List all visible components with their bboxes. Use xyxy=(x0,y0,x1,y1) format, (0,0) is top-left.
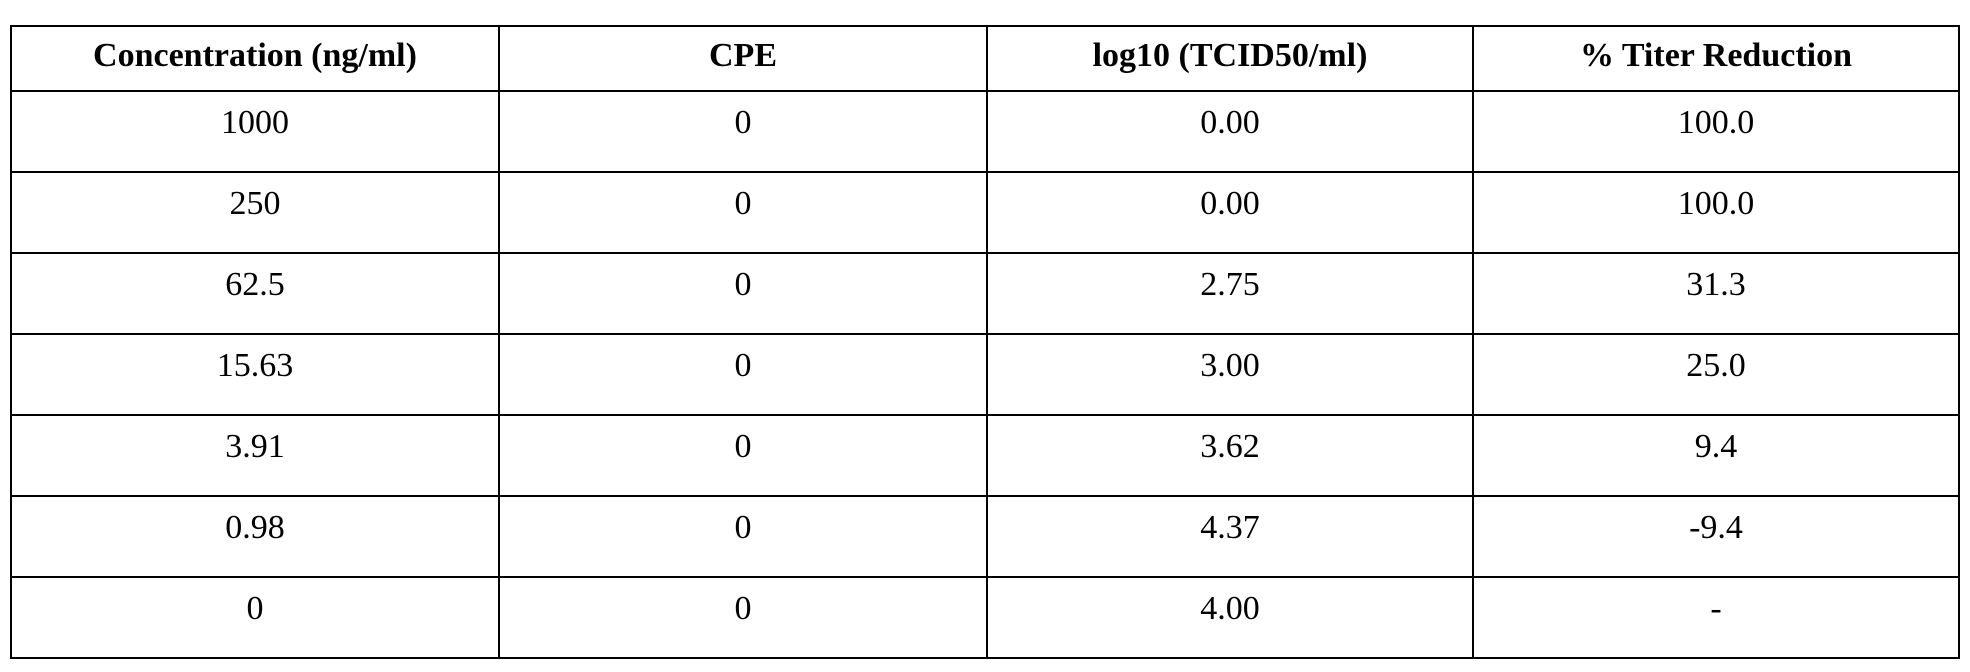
cell-concentration: 62.5 xyxy=(11,253,499,334)
header-row: Concentration (ng/ml) CPE log10 (TCID50/… xyxy=(11,26,1959,91)
cell-concentration: 0 xyxy=(11,577,499,658)
cell-cpe: 0 xyxy=(499,91,987,172)
cell-concentration: 15.63 xyxy=(11,334,499,415)
cell-log10-tcid50: 4.37 xyxy=(987,496,1473,577)
cell-cpe: 0 xyxy=(499,253,987,334)
cell-log10-tcid50: 3.00 xyxy=(987,334,1473,415)
cell-concentration: 0.98 xyxy=(11,496,499,577)
table-row: 0.9804.37-9.4 xyxy=(11,496,1959,577)
table-row: 15.6303.0025.0 xyxy=(11,334,1959,415)
cell-cpe: 0 xyxy=(499,172,987,253)
cell-titer-reduction: 31.3 xyxy=(1473,253,1959,334)
cell-log10-tcid50: 0.00 xyxy=(987,91,1473,172)
cell-cpe: 0 xyxy=(499,334,987,415)
titer-reduction-table: Concentration (ng/ml) CPE log10 (TCID50/… xyxy=(10,25,1960,659)
cell-concentration: 250 xyxy=(11,172,499,253)
cell-log10-tcid50: 4.00 xyxy=(987,577,1473,658)
table-row: 100000.00100.0 xyxy=(11,91,1959,172)
cell-cpe: 0 xyxy=(499,577,987,658)
cell-concentration: 1000 xyxy=(11,91,499,172)
header-titer-reduction: % Titer Reduction xyxy=(1473,26,1959,91)
cell-concentration: 3.91 xyxy=(11,415,499,496)
cell-titer-reduction: 25.0 xyxy=(1473,334,1959,415)
table-row: 004.00- xyxy=(11,577,1959,658)
cell-log10-tcid50: 0.00 xyxy=(987,172,1473,253)
header-concentration: Concentration (ng/ml) xyxy=(11,26,499,91)
cell-titer-reduction: 9.4 xyxy=(1473,415,1959,496)
cell-titer-reduction: - xyxy=(1473,577,1959,658)
cell-titer-reduction: -9.4 xyxy=(1473,496,1959,577)
header-cpe: CPE xyxy=(499,26,987,91)
table-row: 25000.00100.0 xyxy=(11,172,1959,253)
cell-titer-reduction: 100.0 xyxy=(1473,172,1959,253)
cell-log10-tcid50: 3.62 xyxy=(987,415,1473,496)
table-row: 62.502.7531.3 xyxy=(11,253,1959,334)
cell-cpe: 0 xyxy=(499,496,987,577)
cell-cpe: 0 xyxy=(499,415,987,496)
table-row: 3.9103.629.4 xyxy=(11,415,1959,496)
header-log10-tcid50: log10 (TCID50/ml) xyxy=(987,26,1473,91)
cell-log10-tcid50: 2.75 xyxy=(987,253,1473,334)
cell-titer-reduction: 100.0 xyxy=(1473,91,1959,172)
